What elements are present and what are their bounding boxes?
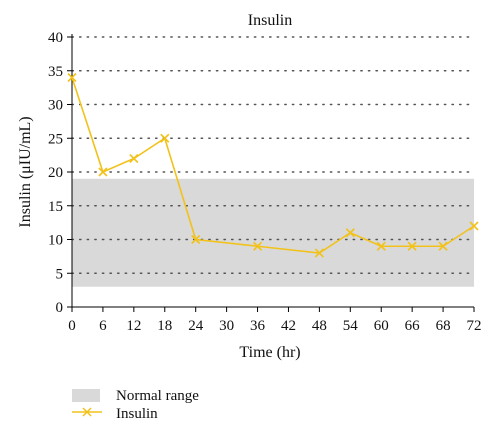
- x-tick-label: 12: [126, 318, 141, 334]
- legend-normal-range-swatch: [72, 389, 100, 402]
- legend-insulin-marker: [82, 407, 92, 417]
- legend-insulin-label: Insulin: [116, 406, 158, 422]
- x-tick-label: 48: [312, 318, 327, 334]
- insulin-point-marker: [191, 234, 201, 245]
- insulin-point-marker: [160, 133, 170, 143]
- legend-normal-range-label: Normal range: [116, 388, 199, 404]
- x-tick-label: 72: [467, 318, 482, 334]
- insulin-line: [71, 77, 475, 254]
- insulin-point-marker: [376, 241, 386, 251]
- insulin-point-marker: [438, 241, 448, 251]
- insulin-series: [67, 72, 479, 258]
- insulin-point-marker: [129, 153, 139, 164]
- x-tick-label: 66: [405, 318, 421, 334]
- y-tick-label: 0: [56, 300, 64, 316]
- insulin-point-marker: [345, 228, 355, 238]
- y-tick-label: 20: [48, 165, 63, 181]
- x-tick-label: 68: [436, 318, 451, 334]
- y-tick-label: 5: [56, 266, 64, 282]
- insulin-point-marker: [67, 72, 77, 83]
- x-tick-label: 18: [157, 318, 172, 334]
- x-axis-ticks: 0 6 12 18 24 30 36 42 48 54 60 66 68 72: [68, 307, 482, 334]
- gridlines: [71, 36, 475, 274]
- y-tick-label: 25: [48, 131, 63, 147]
- x-tick-label: 36: [250, 318, 266, 334]
- legend: Normal range Insulin: [72, 388, 199, 422]
- insulin-point-marker: [407, 241, 417, 251]
- x-tick-label: 42: [281, 318, 296, 334]
- y-tick-label: 30: [48, 98, 63, 114]
- x-axis-label: Time (hr): [239, 344, 300, 361]
- insulin-point-marker: [314, 248, 324, 258]
- x-tick-label: 54: [343, 318, 359, 334]
- y-axis-ticks: 0 5 10 15 20 25 30 35 40: [48, 30, 72, 316]
- x-tick-label: 24: [188, 318, 204, 334]
- insulin-point-marker: [252, 241, 263, 251]
- y-tick-label: 40: [48, 30, 63, 46]
- insulin-point-marker: [98, 167, 108, 177]
- normal-range-band: [72, 178, 474, 287]
- insulin-point-marker: [469, 221, 479, 231]
- y-tick-label: 15: [48, 199, 63, 215]
- y-axis-label: Insulin (μIU/mL): [17, 116, 34, 227]
- x-tick-label: 6: [99, 318, 107, 334]
- y-tick-label: 35: [48, 64, 63, 80]
- x-tick-label: 30: [219, 318, 234, 334]
- x-tick-label: 60: [374, 318, 389, 334]
- x-tick-label: 0: [68, 318, 76, 334]
- y-tick-label: 10: [48, 233, 63, 249]
- chart-title: Insulin: [248, 12, 292, 29]
